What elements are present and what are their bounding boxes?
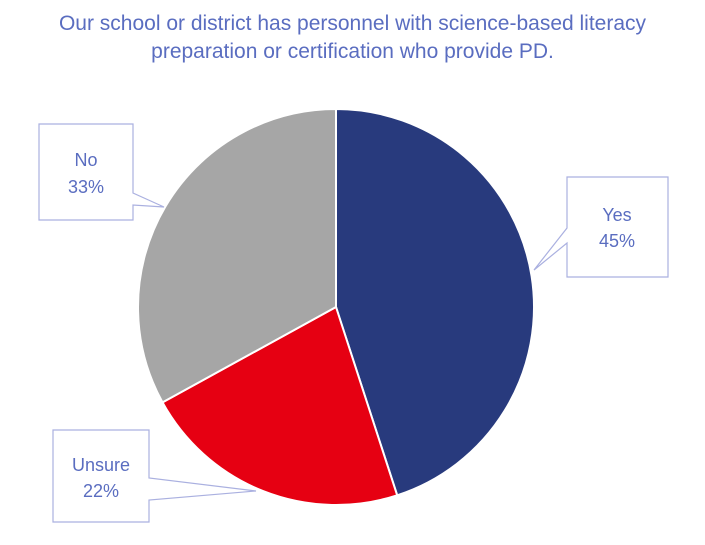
callout-unsure: Unsure 22% [52,429,257,523]
chart-title: Our school or district has personnel wit… [0,10,705,66]
callout-unsure-label: Unsure [72,455,130,475]
callout-yes: Yes 45% [533,176,669,278]
callout-unsure-box [52,429,257,523]
pie-slices [137,108,535,506]
callout-yes-value: 45% [599,231,635,251]
callout-unsure-value: 22% [83,481,119,501]
pie-slice-unsure [161,306,399,506]
callout-no-value: 33% [68,177,104,197]
pie-slice-no [137,108,337,404]
callout-yes-label: Yes [602,205,631,225]
callout-no-label: No [74,150,97,170]
chart-title-line-1: Our school or district has personnel wit… [58,12,647,35]
callout-yes-box [533,176,669,278]
pie-slice-yes [335,108,535,497]
callout-no-box [38,123,165,221]
chart-title-line-2: preparation or certification who provide… [151,40,554,63]
callout-no: No 33% [38,123,165,221]
